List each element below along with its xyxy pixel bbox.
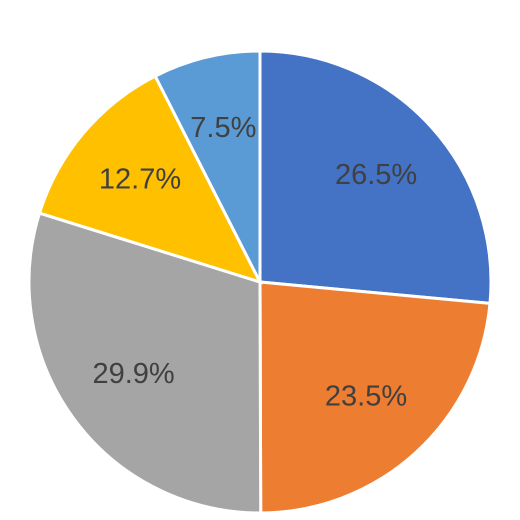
data-label: 7.5% xyxy=(190,112,256,144)
data-label: 12.7% xyxy=(99,163,181,195)
data-label: 23.5% xyxy=(325,381,407,413)
pie-slice xyxy=(153,49,262,283)
pie-slice xyxy=(258,280,492,515)
pie-slice xyxy=(27,211,263,515)
pie-slice xyxy=(258,49,493,305)
pie-slice xyxy=(37,74,263,285)
data-label: 29.9% xyxy=(92,358,174,390)
data-label: 26.5% xyxy=(335,159,417,191)
